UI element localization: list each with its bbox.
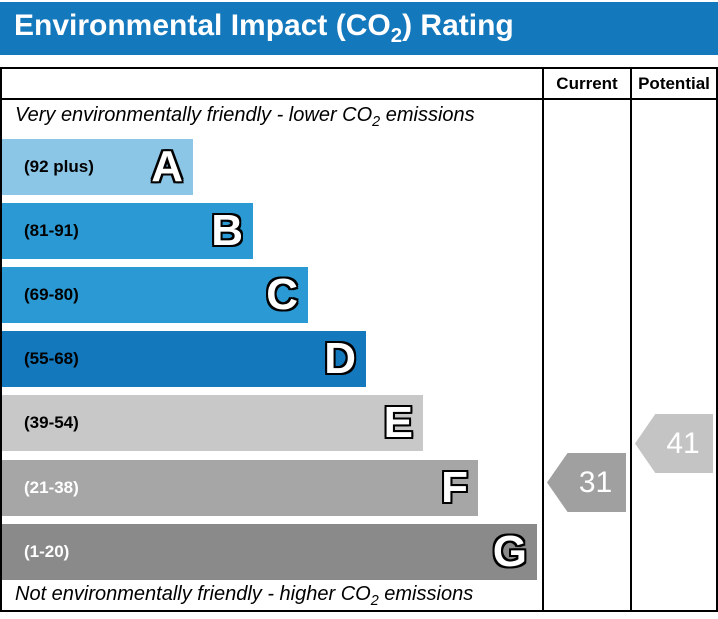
band-range-label: (55-68) [24,349,79,368]
band-letter: E [383,398,413,447]
current-rating-value: 31 [578,465,613,499]
potential-rating-value: 41 [666,426,700,460]
band-range-label: (81-91) [24,221,79,240]
band-row-F: (21-38) F [2,460,478,516]
rating-bands: (92 plus) A (81-91) B (69-80) C (55-68) D (39-54… [2,69,716,610]
potential-column-divider [630,69,632,610]
chart-title: Environmental Impact (CO2) Rating [0,9,514,48]
chart-title-subscript: 2 [390,25,403,47]
band-letter: B [211,206,243,255]
band-range-label: (92 plus) [24,157,94,176]
band-range-label: (1-20) [24,542,70,561]
bottom-caption-text-end: emissions [378,583,474,605]
band-letter: G [492,527,527,576]
band-letter: A [151,142,183,191]
bottom-caption-subscript: 2 [370,593,379,609]
band-letter: F [441,463,468,512]
current-column-header: Current [556,74,618,93]
top-caption-text: Very environmentally friendly - lower CO [15,104,373,126]
top-caption-text-end: emissions [380,104,475,126]
top-caption-subscript: 2 [372,114,381,130]
band-row-D: (55-68) D [2,331,366,387]
current-column-divider [542,69,544,610]
bottom-caption-text: Not environmentally friendly - higher CO [15,583,371,605]
band-row-A: (92 plus) A [2,139,193,195]
top-caption: Very environmentally friendly - lower CO… [15,104,475,130]
rating-table: Current Potential Very environmentally f… [0,67,718,612]
band-letter: C [266,270,298,319]
band-row-E: (39-54) E [2,395,423,451]
band-row-G: (1-20) G [2,524,537,580]
bottom-caption: Not environmentally friendly - higher CO… [15,583,473,609]
band-range-label: (39-54) [24,413,79,432]
chart-title-bar: Environmental Impact (CO2) Rating [0,2,718,55]
chart-title-text: Environmental Impact (CO [14,9,391,42]
table-header-row [2,69,716,100]
band-range-label: (21-38) [24,478,79,497]
band-range-label: (69-80) [24,285,79,304]
band-row-B: (81-91) B [2,203,253,259]
potential-column-header: Potential [638,74,710,93]
band-letter: D [324,334,356,383]
chart-title-text-end: ) Rating [402,9,514,42]
band-row-C: (69-80) C [2,267,308,323]
